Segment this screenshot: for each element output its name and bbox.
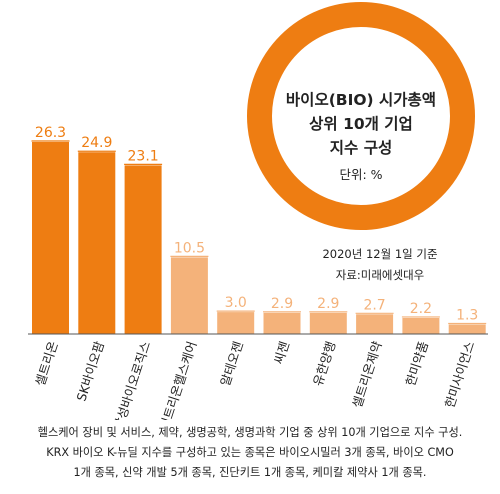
category-label-9: 한미약품 <box>403 339 431 387</box>
bar-6 <box>263 312 301 334</box>
bar-10 <box>448 324 486 334</box>
bars-group <box>31 140 487 334</box>
value-label-9: 2.2 <box>410 301 432 317</box>
provider-label: 자료:미래에셋대우 <box>335 268 425 282</box>
bar-9 <box>402 317 440 334</box>
value-label-6: 2.9 <box>271 296 293 312</box>
bar-1 <box>32 142 69 334</box>
value-label-7: 2.9 <box>317 296 339 312</box>
chart-title: 바이오(BIO) 시가총액 상위 10개 기업 지수 구성 <box>247 88 475 160</box>
footnote: 헬스케어 장비 및 서비스, 제약, 생명공학, 생명과학 기업 중 상위 10… <box>0 423 500 483</box>
category-label-5: 알테오젠 <box>217 339 245 387</box>
bar-4 <box>170 257 208 334</box>
footnote-line-3: 1개 종목, 신약 개발 5개 종목, 진단키트 1개 종목, 케미칼 제약사 … <box>73 466 427 479</box>
category-label-6: 씨젠 <box>271 339 292 366</box>
source-block: 2020년 12월 1일 기준 자료:미래에셋대우 <box>260 244 500 286</box>
value-label-3: 23.1 <box>128 148 159 164</box>
footnote-line-1: 헬스케어 장비 및 서비스, 제약, 생명공학, 생명과학 기업 중 상위 10… <box>37 426 463 439</box>
bar-3 <box>124 165 162 334</box>
category-label-1: 셀트리온 <box>32 339 60 387</box>
value-label-8: 2.7 <box>363 297 385 313</box>
date-label: 2020년 12월 1일 기준 <box>322 247 438 261</box>
category-label-7: 유한양행 <box>310 339 338 387</box>
category-labels-group: 셀트리온 SK바이오팜 삼성바이오로직스 셀트리온헬스케어 알테오젠 씨젠 유한양행 셀트리온… <box>32 339 477 420</box>
category-label-8: 셀트리온제약 <box>349 339 385 410</box>
value-label-4: 10.5 <box>174 240 205 256</box>
bar-7 <box>309 312 347 334</box>
bar-2 <box>78 152 116 334</box>
value-label-5: 3.0 <box>225 295 247 311</box>
value-label-1: 26.3 <box>35 125 66 141</box>
bar-chart: 26.3 24.9 23.1 10.5 3.0 2.9 2.9 2.7 2.2 1.3 셀트리온 S… <box>28 125 488 420</box>
footnote-line-2: KRX 바이오 K-뉴딜 지수를 구성하고 있는 종목은 바이오시밀러 3개 종… <box>46 446 454 459</box>
category-label-2: SK바이오팜 <box>74 339 108 403</box>
value-label-2: 24.9 <box>81 135 112 151</box>
bar-5 <box>217 312 255 334</box>
value-labels-group: 26.3 24.9 23.1 10.5 3.0 2.9 2.9 2.7 2.2 1.3 <box>35 125 478 324</box>
category-label-3: 삼성바이오로직스 <box>111 339 154 420</box>
chart-title-line-1: 바이오(BIO) 시가총액 <box>285 91 437 109</box>
chart-title-line-2: 상위 10개 기업 <box>309 115 413 133</box>
unit-label: 단위: % <box>339 167 383 182</box>
bar-8 <box>356 314 394 334</box>
category-label-4: 셀트리온헬스케어 <box>157 339 200 420</box>
value-label-10: 1.3 <box>456 308 478 324</box>
category-label-10: 한미사이언스 <box>442 339 478 409</box>
chart-title-line-3: 지수 구성 <box>329 139 393 157</box>
